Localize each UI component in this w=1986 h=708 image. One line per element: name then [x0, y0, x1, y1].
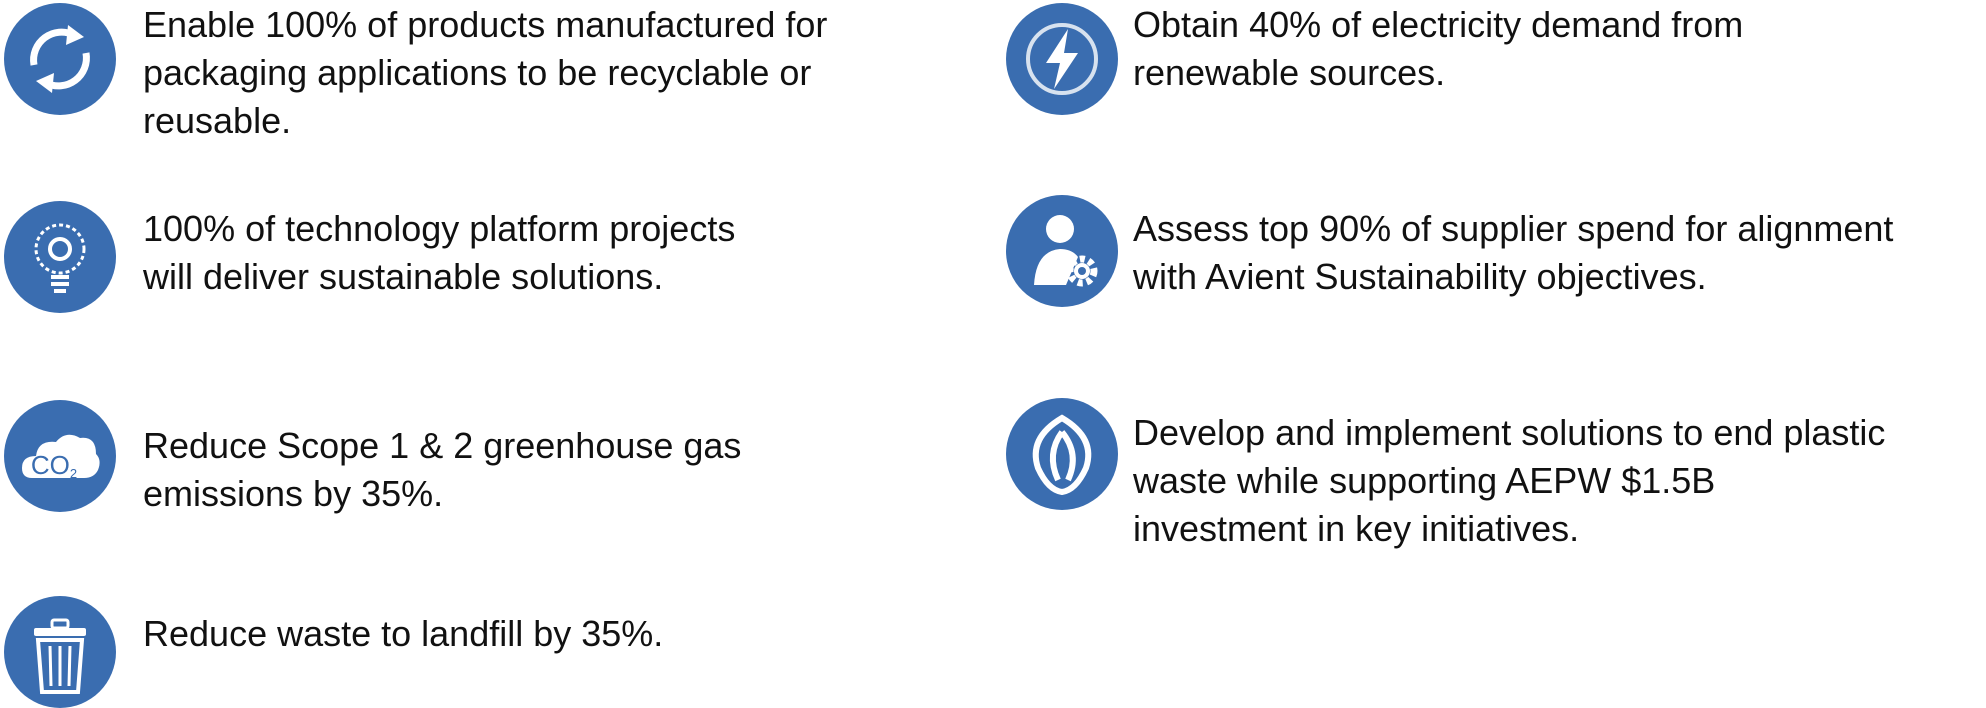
goal-icon: CO2 — [4, 400, 116, 512]
goal-line: 100% of technology platform projects — [143, 208, 736, 249]
goal-text: Reduce Scope 1 & 2 greenhouse gas emissio… — [143, 422, 741, 518]
goal-text: Assess top 90% of supplier spend for ali… — [1133, 205, 1893, 301]
goal-line: Obtain 40% of electricity demand from — [1133, 4, 1744, 45]
goal-icon — [4, 201, 116, 313]
goal-text: Develop and implement solutions to end p… — [1133, 409, 1885, 553]
goal-line: Reduce Scope 1 & 2 greenhouse gas — [143, 425, 742, 466]
goal-icon — [1006, 398, 1118, 510]
goal-line: with Avient Sustainability objectives. — [1133, 256, 1707, 297]
goal-line: Develop and implement solutions to end p… — [1133, 412, 1886, 453]
goal-line: Enable 100% of products manufactured for — [143, 4, 828, 45]
goal-line: emissions by 35%. — [143, 473, 444, 514]
goal-text: Reduce waste to landfill by 35%. — [143, 610, 663, 658]
goal-line: Reduce waste to landfill by 35%. — [143, 613, 664, 654]
goal-text: Enable 100% of products manufactured for… — [143, 1, 827, 145]
goal-icon — [4, 596, 116, 708]
goal-icon — [1006, 195, 1118, 307]
goal-line: investment in key initiatives. — [1133, 508, 1580, 549]
icon-label-sub: 2 — [70, 466, 77, 481]
goal-text: 100% of technology platform projects will… — [143, 205, 735, 301]
goal-line: renewable sources. — [1133, 52, 1446, 93]
goal-line: packaging applications to be recyclable … — [143, 52, 812, 93]
goal-icon — [1006, 3, 1118, 115]
goal-icon — [4, 3, 116, 115]
goal-text: Obtain 40% of electricity demand from ren… — [1133, 1, 1743, 97]
icon-label: CO2 — [31, 450, 77, 481]
goal-line: waste while supporting AEPW $1.5B — [1133, 460, 1716, 501]
goal-line: will deliver sustainable solutions. — [143, 256, 664, 297]
goal-line: reusable. — [143, 100, 292, 141]
icon-label-main: CO — [31, 450, 70, 480]
goal-line: Assess top 90% of supplier spend for ali… — [1133, 208, 1894, 249]
